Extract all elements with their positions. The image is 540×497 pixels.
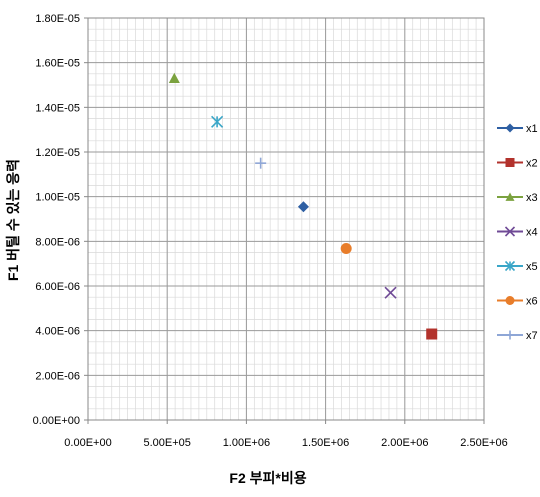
circle-marker: [505, 296, 515, 305]
legend-marker: [504, 226, 516, 237]
plot-area: [87, 17, 485, 421]
x-tick-label: 0.00E+00: [64, 437, 111, 449]
legend-entry-x7: x7: [497, 330, 538, 342]
legend-marker: [505, 192, 515, 201]
y-tick-label: 6.00E-06: [35, 281, 80, 293]
square-marker: [426, 328, 438, 340]
y-tick-label: 1.60E-05: [35, 58, 80, 70]
legend-entry-x6: x6: [497, 296, 538, 308]
x-tick-label: 1.00E+06: [223, 437, 270, 449]
x-axis-ticks: 0.00E+00 5.00E+05 1.00E+06 1.50E+06 2.00E+06…: [64, 420, 508, 449]
x-tick-label: 2.50E+06: [460, 437, 507, 449]
legend-entry-x3: x3: [497, 192, 538, 204]
triangle-marker: [505, 192, 515, 201]
square-marker: [505, 158, 515, 167]
legend-marker: [504, 260, 516, 272]
legend-entry-x2: x2: [497, 158, 538, 170]
data-point-x5: [211, 115, 224, 128]
legend-entry-x1: x1: [497, 123, 538, 135]
y-tick-label: 4.00E-06: [35, 326, 80, 338]
data-point-x4: [384, 286, 397, 299]
y-tick-label: 2.00E-06: [35, 370, 80, 382]
data-point-x6: [340, 242, 352, 254]
x-marker-stroke: [504, 226, 516, 237]
legend-marker: [505, 158, 515, 167]
legend-label: x4: [526, 227, 538, 239]
data-points: [168, 72, 438, 340]
legend-entry-x5: x5: [497, 260, 538, 273]
y-tick-label: 1.00E-05: [35, 192, 80, 204]
y-tick-label: 8.00E-06: [35, 236, 80, 248]
data-point-x2: [426, 328, 438, 340]
y-axis-ticks: 0.00E+00 2.00E-06 4.00E-06 6.00E-06 8.00E-06…: [33, 13, 88, 427]
y-tick-label: 1.80E-05: [35, 13, 80, 25]
x-marker-stroke: [384, 286, 397, 299]
data-point-x1: [297, 201, 309, 213]
major-gridlines: [88, 18, 484, 420]
y-tick-label: 0.00E+00: [33, 415, 80, 427]
legend-label: x6: [526, 296, 538, 308]
legend-label: x1: [526, 123, 538, 135]
y-tick-label: 1.20E-05: [35, 147, 80, 159]
x-tick-label: 1.50E+06: [302, 437, 349, 449]
x-axis-title: F2 부피*비용: [229, 470, 306, 486]
diamond-marker: [505, 123, 515, 133]
x-tick-label: 2.00E+06: [381, 437, 428, 449]
legend-label: x7: [526, 330, 538, 342]
legend-label: x2: [526, 158, 538, 170]
data-point-x3: [168, 72, 180, 83]
y-tick-label: 1.40E-05: [35, 102, 80, 114]
diamond-marker: [297, 201, 309, 213]
legend-marker: [505, 330, 515, 340]
legend-label: x5: [526, 261, 538, 273]
data-point-x7: [255, 157, 267, 169]
legend-marker: [505, 123, 515, 133]
legend-label: x3: [526, 192, 538, 204]
triangle-marker: [168, 72, 180, 83]
circle-marker: [340, 242, 352, 254]
y-axis-title: F1 버틸 수 있는 응력: [5, 159, 21, 281]
legend: x1 x2 x3 x4 x5 x6 x7: [497, 123, 538, 342]
x-tick-label: 5.00E+05: [143, 437, 190, 449]
minor-gridlines: [88, 18, 484, 420]
legend-marker: [505, 296, 515, 305]
legend-entry-x4: x4: [497, 226, 538, 239]
